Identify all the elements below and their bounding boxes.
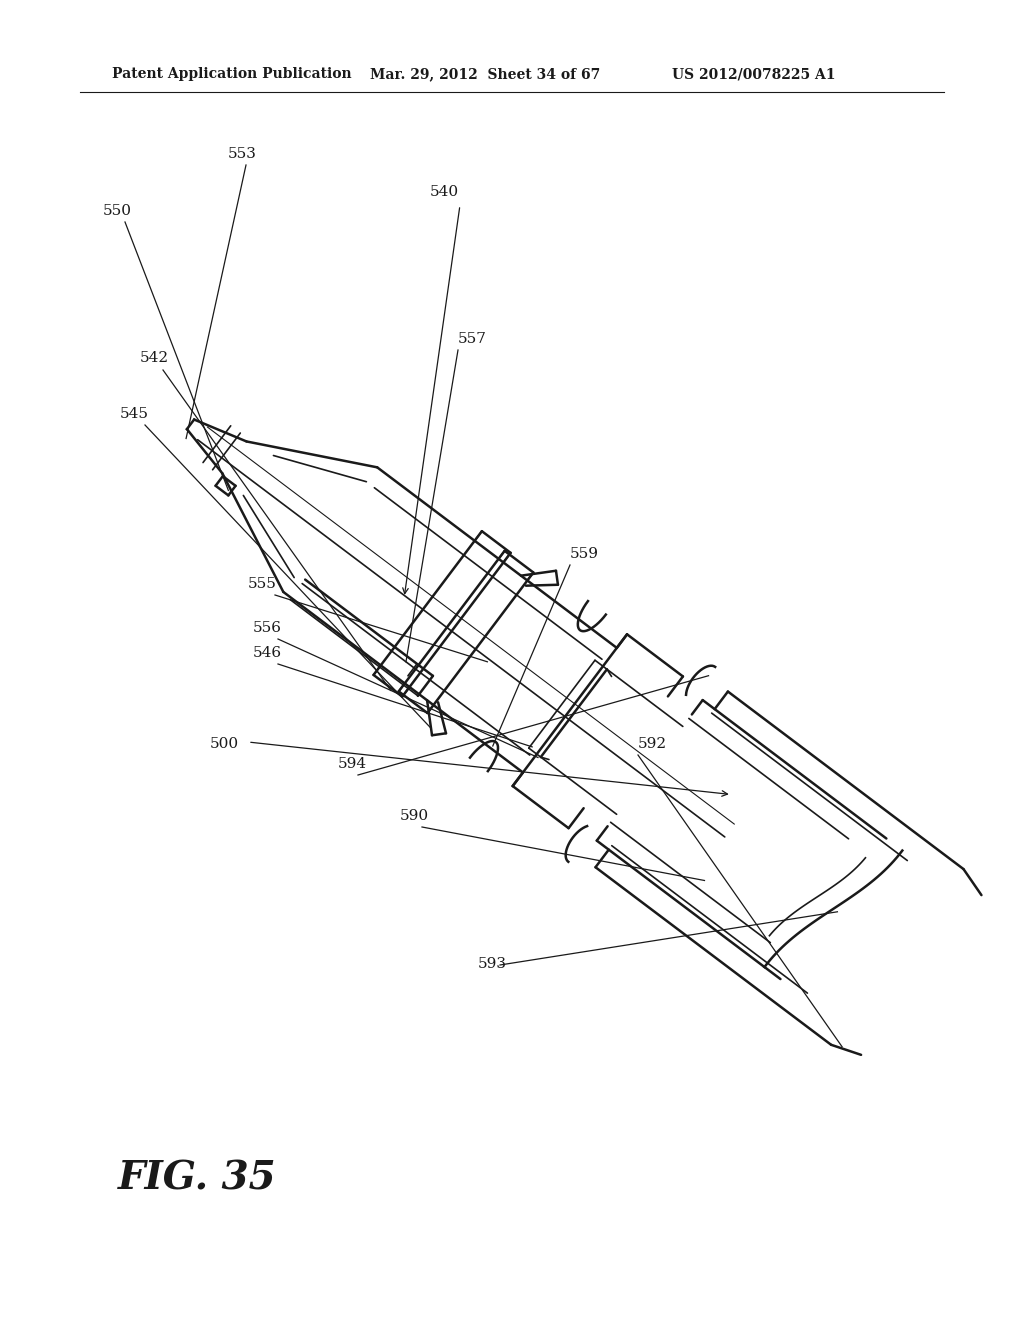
Text: 546: 546 [253,645,283,660]
Text: US 2012/0078225 A1: US 2012/0078225 A1 [672,67,836,81]
Text: 590: 590 [400,809,429,822]
Text: 553: 553 [228,147,257,161]
Text: 542: 542 [140,351,169,366]
Text: 540: 540 [430,185,459,199]
Text: 593: 593 [478,957,507,972]
Text: 594: 594 [338,756,368,771]
Text: 559: 559 [570,546,599,561]
Text: 545: 545 [120,407,150,421]
Text: Mar. 29, 2012  Sheet 34 of 67: Mar. 29, 2012 Sheet 34 of 67 [370,67,600,81]
Text: 550: 550 [103,205,132,218]
Text: 592: 592 [638,737,667,751]
Text: FIG. 35: FIG. 35 [118,1160,276,1199]
Text: Patent Application Publication: Patent Application Publication [112,67,351,81]
Text: 555: 555 [248,577,276,591]
Text: 556: 556 [253,620,282,635]
Text: 500: 500 [210,737,240,751]
Text: 557: 557 [458,333,486,346]
